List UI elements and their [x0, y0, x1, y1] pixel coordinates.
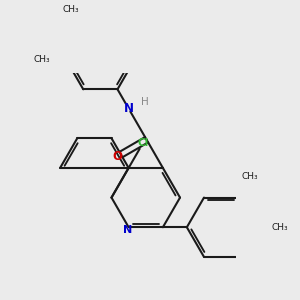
Text: H: H [140, 97, 148, 106]
Text: N: N [123, 225, 132, 235]
Text: N: N [123, 102, 134, 115]
Text: CH₃: CH₃ [63, 5, 80, 14]
Text: Cl: Cl [138, 138, 149, 148]
Text: CH₃: CH₃ [242, 172, 259, 181]
Text: CH₃: CH₃ [34, 55, 50, 64]
Text: CH₃: CH₃ [271, 223, 288, 232]
Text: O: O [112, 150, 122, 163]
